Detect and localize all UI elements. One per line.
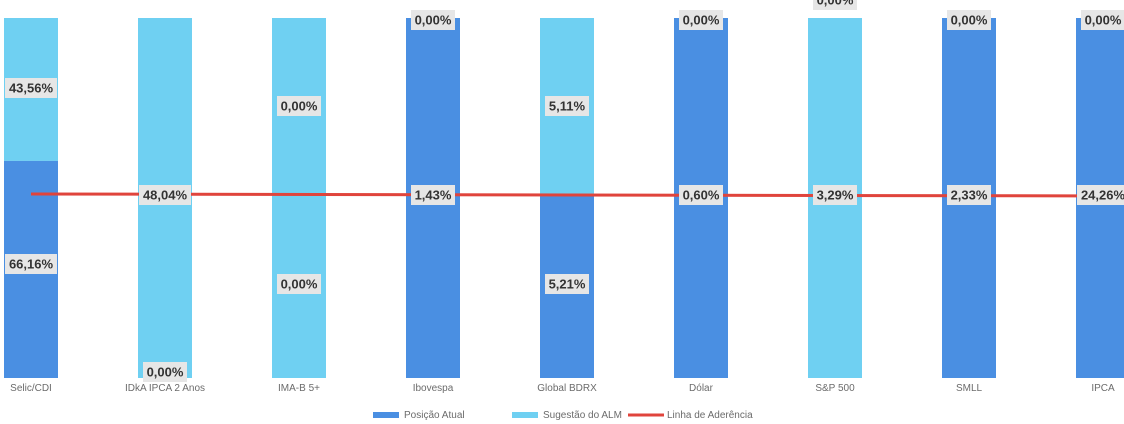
- label-posicao-idka-ipca-2-anos-box: [143, 362, 187, 382]
- legend: Posição Atual Sugestão do ALM Linha de A…: [373, 410, 753, 421]
- category-label-dolar: Dólar: [689, 383, 714, 394]
- label-posicao-s-p-500-box: [813, 0, 857, 10]
- category-label-s-p-500: S&P 500: [815, 383, 855, 394]
- label-sugestao-selic-cdi-box: [5, 78, 57, 98]
- label-aderencia-smll-box: [947, 185, 991, 205]
- category-label-selic-cdi: Selic/CDI: [10, 383, 52, 394]
- label-posicao-global-bdrx: 5,21%: [545, 274, 589, 294]
- category-labels-layer: Selic/CDI IDkA IPCA 2 Anos IMA-B 5+ Ibovesp…: [10, 383, 1115, 394]
- label-aderencia-smll: 2,33%: [947, 185, 991, 205]
- label-posicao-global-bdrx-text: 5,21%: [549, 277, 586, 292]
- label-sugestao-selic-cdi: 43,56%: [5, 78, 57, 98]
- label-aderencia-s-p-500-box: [813, 185, 857, 205]
- label-sugestao-dolar: 0,00%: [679, 10, 723, 30]
- label-aderencia-idka-ipca-2-anos: 48,04%: [139, 185, 191, 205]
- category-label-ima-b-5: IMA-B 5+: [278, 383, 320, 394]
- label-sugestao-ibovespa-box: [411, 10, 455, 30]
- category-label-ipca: IPCA: [1091, 383, 1115, 394]
- label-aderencia-idka-ipca-2-anos-text: 48,04%: [143, 188, 188, 203]
- label-posicao-global-bdrx-box: [545, 274, 589, 294]
- label-posicao-s-p-500: 0,00%: [813, 0, 857, 10]
- adherence-line-layer: [30, 192, 1124, 198]
- label-aderencia-dolar-text: 0,60%: [683, 188, 720, 203]
- label-posicao-selic-cdi-text: 66,16%: [9, 257, 54, 272]
- label-sugestao-ipca-box: [1081, 10, 1124, 30]
- adherence-line: [30, 192, 1124, 198]
- label-sugestao-ima-b-5: 0,00%: [277, 96, 321, 116]
- label-sugestao-smll: 0,00%: [947, 10, 991, 30]
- legend-swatch-posicao-atual: [373, 412, 399, 418]
- label-posicao-ima-b-5-box: [277, 274, 321, 294]
- label-aderencia-ibovespa: 1,43%: [411, 185, 455, 205]
- label-sugestao-global-bdrx-text: 5,11%: [549, 99, 586, 114]
- label-sugestao-ima-b-5-text: 0,00%: [281, 99, 318, 114]
- label-posicao-ima-b-5: 0,00%: [277, 274, 321, 294]
- label-sugestao-ima-b-5-box: [277, 96, 321, 116]
- data-labels-layer: 43,56% 66,16% 0,00% 48,04% 0,00% 0,00% 0,00% 1,…: [5, 0, 1124, 382]
- label-aderencia-ibovespa-text: 1,43%: [415, 188, 452, 203]
- label-aderencia-ipca-text: 24,26%: [1081, 188, 1124, 203]
- label-sugestao-global-bdrx: 5,11%: [545, 96, 589, 116]
- label-aderencia-dolar: 0,60%: [679, 185, 723, 205]
- label-sugestao-dolar-box: [679, 10, 723, 30]
- label-sugestao-selic-cdi-text: 43,56%: [9, 81, 54, 96]
- label-sugestao-global-bdrx-box: [545, 96, 589, 116]
- label-aderencia-smll-text: 2,33%: [951, 188, 988, 203]
- label-aderencia-dolar-box: [679, 185, 723, 205]
- label-aderencia-ibovespa-box: [411, 185, 455, 205]
- label-posicao-idka-ipca-2-anos-text: 0,00%: [147, 365, 184, 380]
- label-posicao-ima-b-5-text: 0,00%: [281, 277, 318, 292]
- label-posicao-selic-cdi: 66,16%: [5, 254, 57, 274]
- category-label-idka-ipca-2-anos: IDkA IPCA 2 Anos: [125, 383, 205, 394]
- label-sugestao-ibovespa: 0,00%: [411, 10, 455, 30]
- label-sugestao-ipca-text: 0,00%: [1085, 13, 1122, 28]
- legend-label-posicao-atual: Posição Atual: [404, 410, 465, 421]
- legend-label-linha-aderencia: Linha de Aderência: [667, 410, 753, 421]
- label-sugestao-ibovespa-text: 0,00%: [415, 13, 452, 28]
- label-aderencia-ipca-box: [1077, 185, 1124, 205]
- label-sugestao-dolar-text: 0,00%: [683, 13, 720, 28]
- category-label-smll: SMLL: [956, 383, 983, 394]
- label-posicao-idka-ipca-2-anos: 0,00%: [143, 362, 187, 382]
- label-posicao-s-p-500-text: 0,00%: [817, 0, 854, 8]
- label-posicao-selic-cdi-box: [5, 254, 57, 274]
- category-label-ibovespa: Ibovespa: [413, 383, 454, 394]
- label-aderencia-s-p-500: 3,29%: [813, 185, 857, 205]
- label-aderencia-ipca: 24,26%: [1077, 185, 1124, 205]
- label-sugestao-smll-text: 0,00%: [951, 13, 988, 28]
- label-sugestao-smll-box: [947, 10, 991, 30]
- category-label-global-bdrx: Global BDRX: [537, 383, 597, 394]
- legend-label-sugestao-alm: Sugestão do ALM: [543, 410, 622, 421]
- label-aderencia-idka-ipca-2-anos-box: [139, 185, 191, 205]
- label-sugestao-ipca: 0,00%: [1081, 10, 1124, 30]
- bar-sugestao-ima-b-5: [272, 18, 326, 378]
- label-aderencia-s-p-500-text: 3,29%: [817, 188, 854, 203]
- legend-swatch-sugestao-alm: [512, 412, 538, 418]
